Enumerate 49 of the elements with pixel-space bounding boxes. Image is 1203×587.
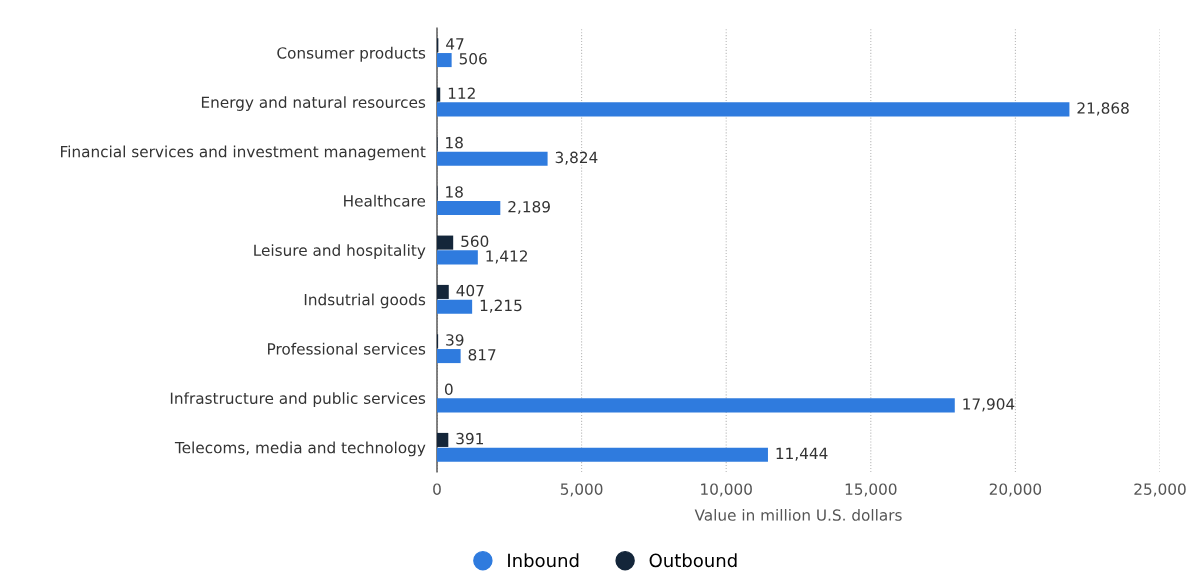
bar bbox=[437, 201, 501, 216]
data-label: 1,215 bbox=[480, 299, 522, 313]
x-tick-label: 0 bbox=[433, 483, 441, 495]
legend-label: Inbound bbox=[508, 553, 579, 568]
data-label: 407 bbox=[456, 284, 484, 297]
data-label: 391 bbox=[456, 432, 483, 445]
data-label: 18 bbox=[446, 186, 463, 198]
legend-label: Outbound bbox=[649, 553, 737, 568]
bar bbox=[437, 447, 768, 462]
data-label: 17,904 bbox=[963, 398, 1015, 412]
bar bbox=[437, 87, 441, 102]
y-tick-label: Energy and natural resources bbox=[201, 96, 426, 111]
bar bbox=[437, 299, 473, 314]
y-tick-label: Consumer products bbox=[277, 46, 426, 62]
x-tick-label: 20,000 bbox=[989, 483, 1042, 497]
y-tick-label: Professional services bbox=[268, 342, 426, 355]
x-axis-title: Value in million U.S. dollars bbox=[694, 509, 902, 521]
bar bbox=[437, 432, 449, 447]
data-label: 817 bbox=[468, 348, 496, 361]
bar bbox=[437, 53, 452, 68]
x-tick-label: 15,000 bbox=[845, 483, 897, 497]
data-label: 11,444 bbox=[776, 447, 828, 461]
data-label: 2,189 bbox=[508, 200, 550, 215]
data-label: 47 bbox=[446, 38, 464, 50]
data-label: 112 bbox=[448, 87, 475, 99]
bar bbox=[437, 284, 449, 299]
bar bbox=[437, 102, 1070, 117]
x-tick-label: 5,000 bbox=[560, 483, 603, 497]
x-tick-label: 25,000 bbox=[1134, 483, 1186, 497]
data-label: 560 bbox=[461, 235, 489, 248]
y-tick-label: Telecoms, media and technology bbox=[174, 441, 426, 457]
data-label: 39 bbox=[446, 334, 464, 346]
data-label: 0 bbox=[444, 383, 453, 396]
bar bbox=[437, 398, 955, 413]
data-label: 506 bbox=[459, 52, 487, 65]
y-tick-label: Leisure and hospitality bbox=[254, 244, 426, 259]
data-label: 18 bbox=[446, 136, 463, 149]
bar bbox=[437, 235, 454, 250]
y-tick-label: Healthcare bbox=[344, 194, 426, 207]
x-tick-label: 10,000 bbox=[701, 483, 752, 497]
bar bbox=[437, 349, 461, 364]
bar bbox=[437, 250, 478, 265]
y-tick-label: Indsutrial goods bbox=[304, 293, 426, 309]
data-label: 1,412 bbox=[486, 250, 527, 264]
bar bbox=[437, 151, 548, 166]
data-label: 21,868 bbox=[1077, 102, 1129, 116]
data-label: 3,824 bbox=[555, 151, 598, 165]
y-tick-label: Financial services and investment management bbox=[61, 145, 426, 161]
y-tick-label: Infrastructure and public services bbox=[170, 392, 426, 407]
